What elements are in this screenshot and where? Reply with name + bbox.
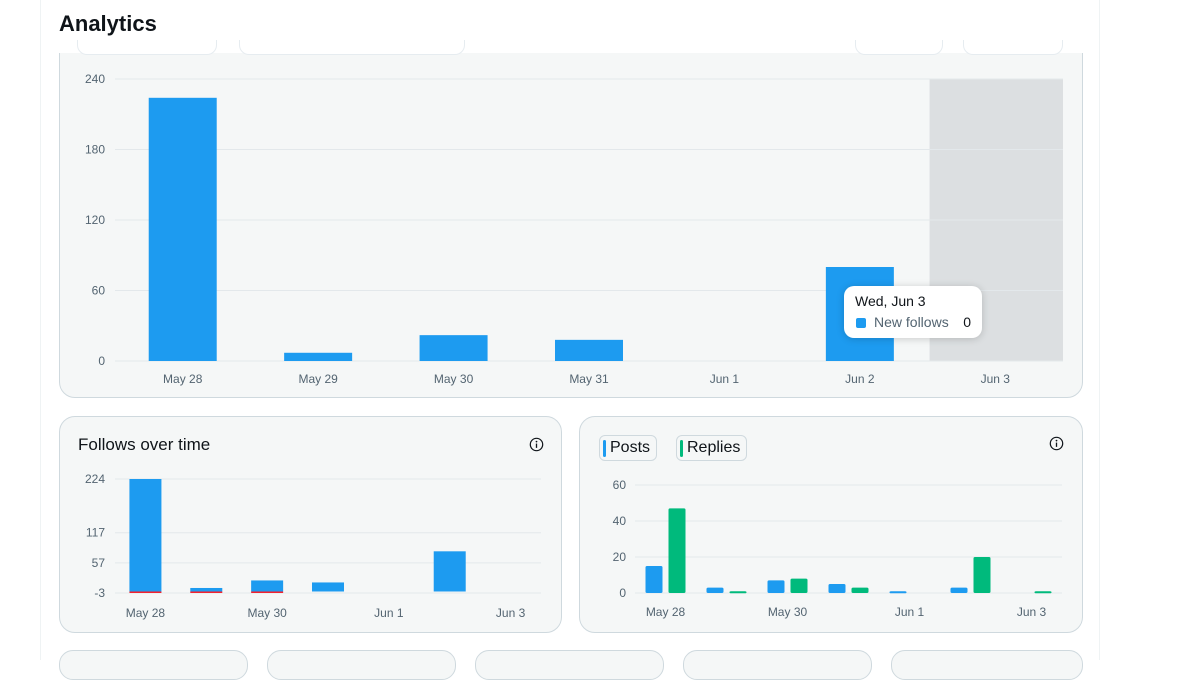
bar-replies: [790, 578, 808, 593]
bar: [419, 335, 488, 361]
chart-tooltip: Wed, Jun 3 New follows 0: [844, 286, 982, 338]
legend-replies[interactable]: Replies: [676, 435, 748, 461]
x-tick-label: Jun 3: [496, 606, 526, 620]
y-tick-label: 20: [613, 550, 627, 564]
posts-swatch: [603, 440, 606, 457]
follows-card-title: Follows over time: [78, 435, 211, 454]
y-tick-label: 224: [85, 472, 105, 486]
bar-negative: [190, 591, 223, 593]
follows-over-time-card: Follows over time -3 57 117 224 May 28 May 30…: [59, 416, 562, 633]
stat-card: [475, 650, 664, 680]
bar-posts: [767, 580, 785, 593]
stat-card: [59, 650, 248, 680]
bar-posts: [645, 566, 663, 593]
y-tick-label: 40: [613, 514, 627, 528]
y-tick-label: 0: [98, 354, 105, 368]
y-tick-label: 180: [85, 143, 105, 157]
bar-replies: [851, 587, 869, 593]
bar-replies: [973, 557, 991, 593]
info-icon[interactable]: [529, 437, 544, 452]
new-follows-chart-card: 0 60 120 180 240 May 28 May 29 May 30 May 31 Jun …: [59, 20, 1083, 398]
filter-tab[interactable]: [239, 40, 465, 55]
y-tick-label: 120: [85, 213, 105, 227]
y-tick-label: -3: [94, 586, 105, 600]
bar: [148, 97, 217, 362]
posts-replies-chart: 0 20 40 60 May 28 May 30 Jun 1 Jun 3: [613, 478, 1062, 619]
bar-replies: [729, 591, 747, 594]
tooltip-date: Wed, Jun 3: [855, 293, 926, 309]
bar-replies: [668, 508, 686, 593]
x-tick-label: Jun 1: [374, 606, 404, 620]
y-tick-label: 0: [619, 586, 626, 600]
follows-over-time-chart: -3 57 117 224 May 28 May 30 Jun 1 Jun 3: [85, 472, 541, 620]
x-tick-label: Jun 3: [1017, 605, 1047, 619]
y-tick-label: 117: [86, 526, 105, 540]
x-tick-label: May 31: [569, 372, 609, 386]
x-tick-label: Jun 1: [710, 372, 740, 386]
bar-replies: [1034, 591, 1052, 594]
stat-card: [267, 650, 456, 680]
settings-button[interactable]: [963, 40, 1063, 55]
x-tick-label: Jun 1: [895, 605, 925, 619]
export-button[interactable]: [855, 40, 943, 55]
bar-positive: [312, 582, 344, 592]
bar: [555, 339, 623, 361]
x-tick-label: Jun 3: [981, 372, 1011, 386]
x-tick-label: May 28: [163, 372, 203, 386]
stat-card: [891, 650, 1083, 680]
x-tick-label: Jun 2: [845, 372, 875, 386]
new-follows-chart: 0 60 120 180 240 May 28 May 29 May 30 May 31 Jun …: [85, 72, 1063, 386]
info-icon[interactable]: [1049, 436, 1064, 451]
tooltip-series-value: 0: [963, 314, 971, 330]
x-tick-label: May 30: [768, 605, 808, 619]
x-tick-label: May 30: [247, 606, 287, 620]
replies-swatch: [680, 440, 683, 457]
bar-posts: [889, 591, 907, 594]
page-header: Analytics: [41, 0, 1099, 55]
y-tick-label: 240: [85, 72, 105, 86]
bar-posts: [706, 587, 724, 593]
x-tick-label: May 28: [126, 606, 166, 620]
bar-positive: [190, 587, 223, 592]
date-range-tab[interactable]: [77, 40, 217, 55]
legend-posts[interactable]: Posts: [599, 435, 658, 461]
x-tick-label: May 29: [298, 372, 338, 386]
stat-card: [683, 650, 872, 680]
tooltip-series-swatch: [856, 318, 866, 328]
bar-positive: [433, 551, 466, 592]
legend-posts-label: Posts: [610, 439, 651, 456]
y-tick-label: 57: [92, 556, 106, 570]
page-title: Analytics: [59, 11, 157, 36]
bar-posts: [950, 587, 968, 593]
bar-negative: [251, 591, 284, 593]
x-tick-label: May 30: [434, 372, 474, 386]
bar-positive: [129, 479, 162, 592]
posts-replies-card: Posts Replies 0 20 40 60 May 28 May 30 Jun 1 Ju…: [579, 416, 1083, 633]
bar-negative: [129, 591, 162, 593]
bar-positive: [251, 580, 284, 592]
y-tick-label: 60: [613, 478, 627, 492]
bar-posts: [828, 584, 846, 593]
legend-replies-label: Replies: [687, 439, 741, 456]
bar: [284, 352, 353, 361]
tooltip-series-name: New follows: [874, 314, 949, 330]
x-tick-label: May 28: [646, 605, 686, 619]
y-tick-label: 60: [92, 284, 106, 298]
